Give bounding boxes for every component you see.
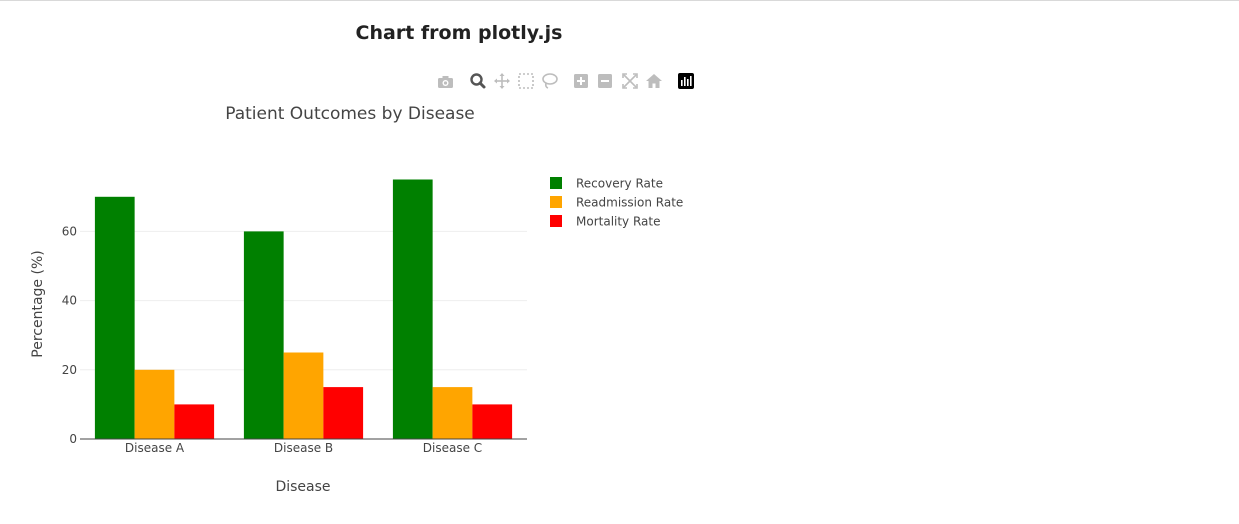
pan-icon[interactable] [494,73,510,89]
chart-title: Patient Outcomes by Disease [225,104,475,124]
legend-swatch[interactable] [550,177,562,189]
y-tick-label: 40 [62,294,77,308]
legend-swatch[interactable] [550,215,562,227]
reset-axes-icon[interactable] [646,74,662,88]
top-border [0,0,1239,1]
x-tick-labels: Disease A Disease B Disease C [125,441,482,455]
x-tick-label: Disease B [274,441,333,455]
zoom-icon[interactable] [470,73,486,89]
legend-label[interactable]: Recovery Rate [576,177,663,191]
bar[interactable] [323,387,364,439]
autoscale-icon[interactable] [622,73,638,89]
bar[interactable] [283,352,324,439]
bar[interactable] [174,404,215,439]
legend-label[interactable]: Mortality Rate [576,215,661,229]
y-tick-label: 60 [62,224,77,238]
bar[interactable] [94,196,135,439]
legend-label[interactable]: Readmission Rate [576,196,683,210]
x-tick-label: Disease C [423,441,482,455]
bar[interactable] [134,369,175,439]
x-tick-label: Disease A [125,441,185,455]
lasso-select-icon[interactable] [542,73,558,89]
bar[interactable] [432,387,473,439]
zoom-in-icon[interactable] [574,74,588,88]
camera-icon[interactable] [438,76,453,88]
bars [94,179,513,439]
page-title: Chart from plotly.js [355,22,563,44]
zoom-out-icon[interactable] [598,74,612,88]
y-tick-labels: 0 20 40 60 [62,224,77,446]
gridlines [80,230,527,371]
modebar [436,72,696,92]
y-tick-label: 20 [62,363,77,377]
legend-swatch[interactable] [550,196,562,208]
plotly-logo-icon[interactable] [678,73,694,89]
y-tick-label: 0 [69,432,77,446]
bar[interactable] [392,179,433,439]
x-axis-title: Disease [275,479,330,495]
legend: Recovery Rate Readmission Rate Mortality R… [550,177,683,229]
box-select-icon[interactable] [518,73,534,89]
bar[interactable] [472,404,513,439]
y-axis-title: Percentage (%) [30,250,46,357]
bar[interactable] [243,231,284,439]
